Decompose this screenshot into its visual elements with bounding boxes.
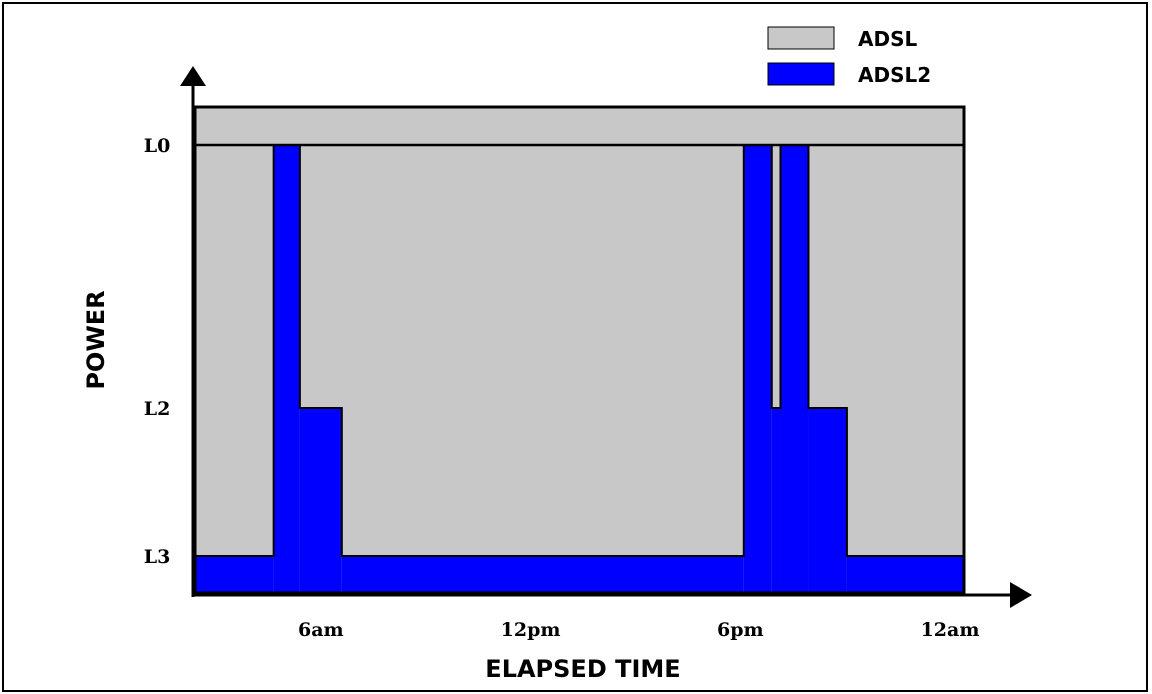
x-axis-arrow	[1010, 582, 1032, 608]
adsl2-step-3	[341, 556, 744, 593]
x-tick-2: 6pm	[717, 619, 764, 641]
adsl2-step-1	[273, 145, 300, 593]
x-axis-title: ELAPSED TIME	[485, 655, 680, 683]
y-tick-0: L3	[144, 546, 171, 568]
adsl2-step-2	[299, 408, 342, 593]
adsl2-step-5	[771, 408, 781, 593]
x-tick-3: 12am	[921, 619, 980, 641]
legend-label-0: ADSL	[858, 27, 917, 51]
y-tick-1: L2	[144, 398, 171, 420]
adsl2-step-7	[808, 408, 847, 593]
legend-swatch-0	[767, 26, 835, 50]
y-axis-title: POWER	[82, 290, 110, 389]
adsl2-step-4	[743, 145, 772, 593]
adsl2-step-6	[780, 145, 809, 593]
x-tick-1: 12pm	[501, 619, 561, 641]
adsl2-step-8	[846, 556, 964, 593]
legend-label-1: ADSL2	[858, 63, 931, 87]
legend-swatch-1	[767, 62, 835, 86]
axes-layer	[180, 66, 1032, 608]
plot-border	[193, 105, 966, 595]
tick-layer: 6am 12pm 6pm 12am L3 L2 L0	[144, 135, 980, 641]
y-tick-2: L0	[144, 135, 171, 157]
x-tick-0: 6am	[298, 619, 344, 641]
y-axis-arrow	[180, 66, 206, 86]
adsl2-step-0	[195, 556, 274, 593]
series-layer	[193, 105, 966, 595]
legend: ADSL ADSL2	[767, 26, 931, 87]
